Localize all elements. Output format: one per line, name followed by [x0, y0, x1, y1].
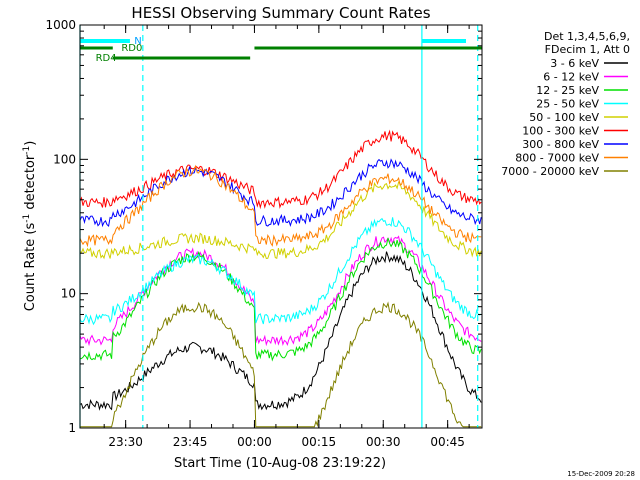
- series-line: [79, 181, 482, 260]
- axes-layer: 1 10 100 1000 23:30 23:45 00:00 00:15 00:30 00:45: [45, 18, 482, 449]
- chart-title: HESSI Observing Summary Count Rates: [131, 4, 430, 22]
- y-axis-label-end: ): [23, 141, 38, 146]
- y-tick-label: 1000: [45, 18, 76, 32]
- series-layer: [79, 129, 482, 428]
- legend-label: 300 - 800 keV: [522, 138, 599, 151]
- x-axis-label: Start Time (10-Aug-08 23:19:22): [174, 456, 386, 471]
- series-line: [79, 129, 482, 210]
- series-line: [79, 237, 482, 362]
- timestamp: 15-Dec-2009 20:28: [567, 470, 635, 478]
- legend-label: 800 - 7000 keV: [515, 152, 599, 165]
- rd0-label: RD0: [121, 43, 142, 54]
- series-line: [80, 301, 482, 428]
- y-axis-label: Count Rate (s-1 detector-1): [22, 141, 38, 312]
- y-axis-label-sup1: -1: [22, 214, 32, 223]
- rd4-label: RD4: [96, 53, 117, 64]
- x-tick-label: 23:30: [108, 435, 143, 449]
- y-tick-label: 10: [61, 287, 76, 301]
- x-tick-label: 23:45: [173, 435, 208, 449]
- plot-frame: [79, 24, 483, 429]
- legend-header-1: Det 1,3,4,5,6,9,: [544, 30, 630, 43]
- legend-label: 25 - 50 keV: [536, 98, 599, 111]
- n-label: N: [134, 36, 141, 47]
- legend-header-2: FDecim 1, Att 0: [545, 43, 630, 56]
- legend-label: 100 - 300 keV: [522, 125, 599, 138]
- series-line: [79, 158, 482, 228]
- legend-label: 6 - 12 keV: [543, 71, 599, 84]
- y-axis-label-mid: detector: [23, 154, 38, 214]
- y-axis-label-main: Count Rate (s: [23, 223, 38, 312]
- x-tick-label: 00:15: [302, 435, 337, 449]
- series-line: [79, 217, 482, 326]
- legend-label: 12 - 25 keV: [536, 84, 599, 97]
- legend-label: 3 - 6 keV: [550, 57, 599, 70]
- legend: Det 1,3,4,5,6,9, FDecim 1, Att 0 3 - 6 k…: [501, 30, 630, 178]
- x-tick-label: 00:45: [430, 435, 465, 449]
- legend-label: 7000 - 20000 keV: [501, 165, 599, 178]
- legend-label: 50 - 100 keV: [529, 111, 599, 124]
- x-tick-label: 00:00: [237, 435, 272, 449]
- series-line: [79, 235, 482, 347]
- series-line: [79, 164, 482, 248]
- y-tick-label: 100: [53, 152, 76, 166]
- y-tick-label: 1: [68, 421, 76, 435]
- series-line: [79, 251, 482, 411]
- x-tick-label: 00:30: [366, 435, 401, 449]
- y-axis-label-sup2: -1: [22, 146, 32, 155]
